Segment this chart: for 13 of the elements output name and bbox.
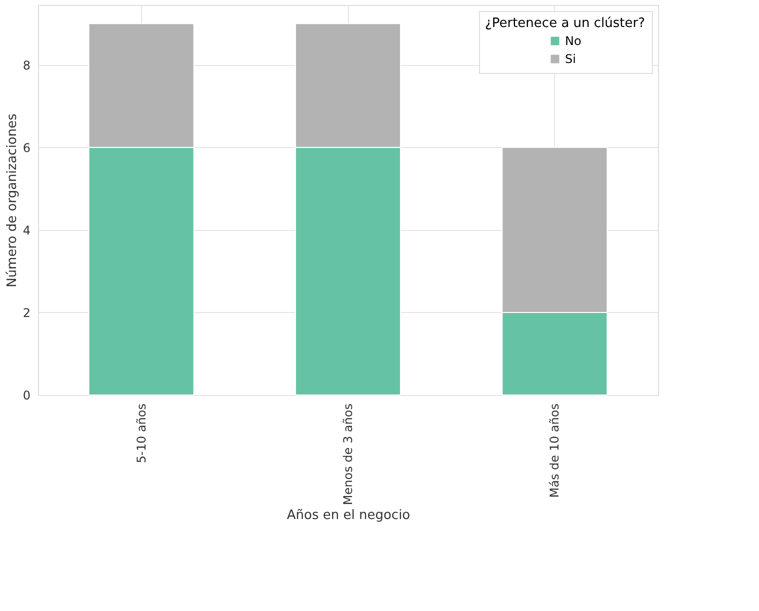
- legend-label: Si: [565, 52, 576, 66]
- x-tick-label: Más de 10 años: [548, 404, 562, 498]
- y-axis-title: Número de organizaciones: [4, 113, 20, 288]
- y-tick-label: 4: [22, 223, 30, 238]
- x-axis-title: Años en el negocio: [286, 508, 410, 524]
- y-tick-label: 2: [22, 306, 30, 320]
- x-tick-label: Menos de 3 años: [341, 404, 355, 506]
- y-tick-label: 0: [22, 388, 30, 402]
- legend-title: ¿Pertenece a un clúster?: [484, 16, 646, 31]
- y-tick-label: 8: [22, 58, 30, 72]
- y-tick-label: 6: [22, 140, 30, 155]
- legend-label: No: [565, 34, 582, 48]
- x-tick-label: 5-10 años: [134, 404, 148, 464]
